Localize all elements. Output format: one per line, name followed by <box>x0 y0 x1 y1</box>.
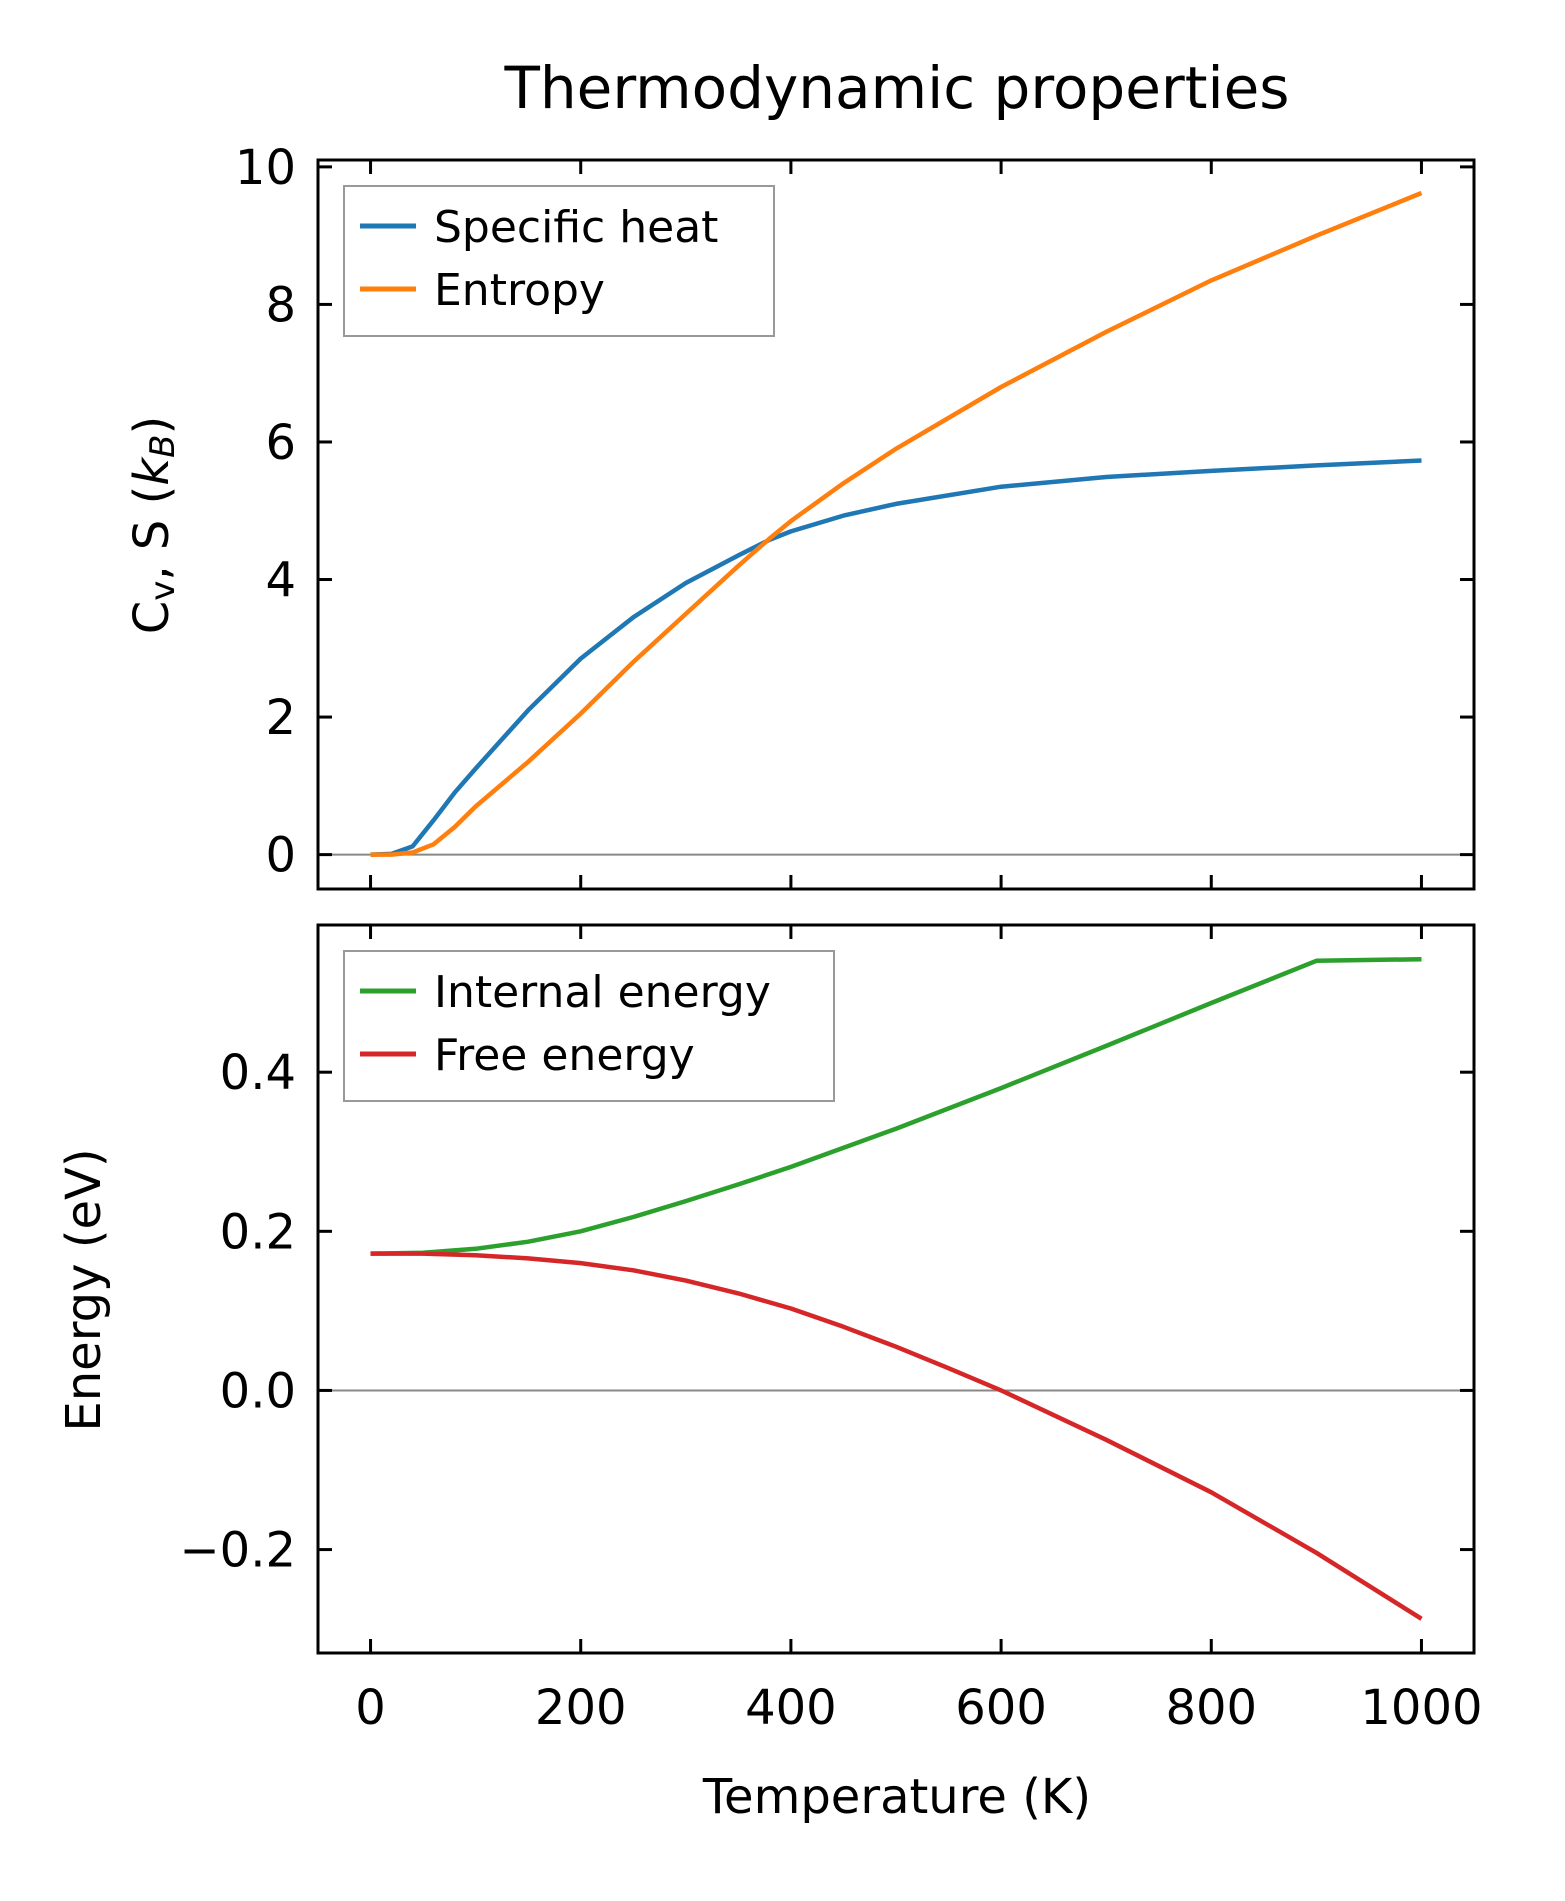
y-tick-label: 10 <box>235 140 296 196</box>
x-tick-label: 800 <box>1165 1680 1257 1736</box>
y-tick-label: 0.2 <box>220 1204 296 1260</box>
series-line-internal-energy <box>370 956 1422 1256</box>
bottom-axes: 0 200 400 600 800 1000 −0.2 0.0 0.2 0.4 Internal … <box>179 923 1483 1736</box>
bottom-y-axis-label: Energy (eV) <box>56 1148 112 1431</box>
series-line-free-energy <box>370 1251 1423 1621</box>
legend-label: Internal energy <box>434 967 771 1018</box>
top-curves <box>318 190 1474 857</box>
bottom-ticks: 0 200 400 600 800 1000 −0.2 0.0 0.2 0.4 <box>179 925 1483 1736</box>
legend-box <box>343 185 775 337</box>
top-axes-frame <box>316 158 1476 891</box>
legend-label: Free energy <box>434 1030 695 1081</box>
y-tick-label: 4 <box>265 553 296 609</box>
x-tick-label: 400 <box>745 1680 837 1736</box>
legend-label: Entropy <box>434 265 605 316</box>
series-line-entropy <box>370 190 1423 857</box>
x-tick-label: 0 <box>355 1680 386 1736</box>
chart-title: Thermodynamic properties <box>503 54 1289 122</box>
x-tick-label: 600 <box>955 1680 1047 1736</box>
top-legend: Specific heat Entropy <box>343 185 775 337</box>
legend-label: Specific heat <box>434 202 718 253</box>
legend-box <box>343 950 835 1102</box>
top-axes: 0 2 4 6 8 10 Specific heat Entropy <box>235 140 1476 891</box>
y-tick-label: −0.2 <box>179 1523 296 1579</box>
y-tick-label: 0 <box>265 828 296 884</box>
bottom-axes-frame <box>316 923 1476 1655</box>
series-line-specific-heat <box>370 458 1422 857</box>
y-tick-label: 8 <box>265 277 296 333</box>
bottom-curves <box>318 956 1474 1621</box>
y-tick-label: 2 <box>265 690 296 746</box>
x-axis-label: Temperature (K) <box>702 1769 1091 1825</box>
top-y-axis-label: Cv, S (kB) <box>124 416 183 634</box>
y-tick-label: 0.4 <box>220 1045 296 1101</box>
x-tick-label: 1000 <box>1360 1680 1482 1736</box>
top-ticks: 0 2 4 6 8 10 <box>235 140 1474 889</box>
bottom-legend: Internal energy Free energy <box>343 950 835 1102</box>
y-tick-label: 0.0 <box>220 1363 296 1419</box>
x-tick-label: 200 <box>535 1680 627 1736</box>
y-tick-label: 6 <box>265 415 296 471</box>
